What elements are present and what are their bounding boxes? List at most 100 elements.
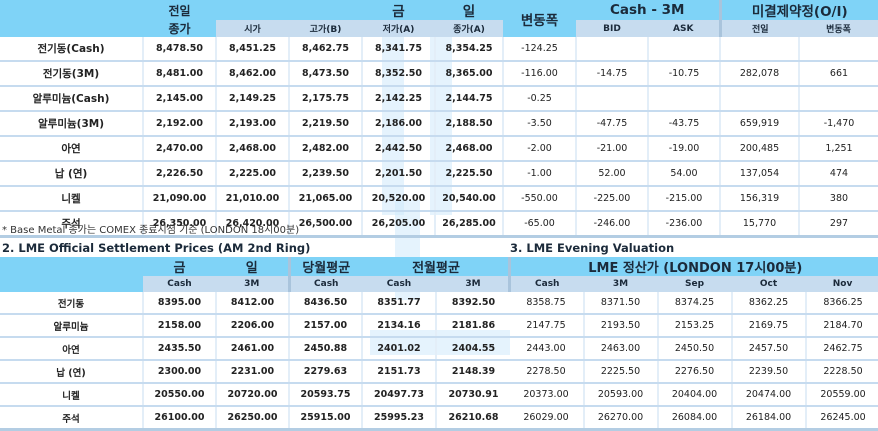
open-cell: 2,193.00	[216, 111, 289, 136]
eval-cash-cell: 20373.00	[510, 383, 584, 406]
header-cash: Cash	[143, 276, 216, 292]
month-avg-cash-cell: 20593.75	[289, 383, 362, 406]
eval-sep-cell: 2153.25	[658, 314, 732, 337]
header-3m: 3M	[216, 276, 289, 292]
today-cash-cell: 20550.00	[143, 383, 216, 406]
header-open: 시가	[216, 20, 289, 37]
close-cell: 26,285.00	[435, 211, 503, 237]
eval-sep-cell: 2450.50	[658, 337, 732, 360]
header-close: 종가(A)	[435, 20, 503, 37]
metal-name: 알루미늄(3M)	[0, 111, 143, 136]
eval-oct-cell: 8362.25	[732, 292, 806, 314]
bid-cell: -21.00	[576, 136, 648, 161]
high-cell: 2,219.50	[289, 111, 362, 136]
eval-nov-cell: 2462.75	[806, 337, 878, 360]
open-cell: 2,225.00	[216, 161, 289, 186]
eval-cash-cell: 8358.75	[510, 292, 584, 314]
header-blank	[0, 0, 143, 37]
header-oi-prev: 전일	[720, 20, 799, 37]
header-bid: BID	[576, 20, 648, 37]
metal-name: 니켈	[0, 383, 143, 406]
today-3m-cell: 26250.00	[216, 406, 289, 430]
close-cell: 2,144.75	[435, 86, 503, 111]
eval-oct-cell: 20474.00	[732, 383, 806, 406]
oi-change-cell: 297	[799, 211, 878, 237]
prev-month-3m-cell: 20730.91	[436, 383, 510, 406]
oi-prev-cell: 156,319	[720, 186, 799, 211]
month-avg-cash-cell: 25915.00	[289, 406, 362, 430]
eval-3m-cell: 2193.50	[584, 314, 658, 337]
bid-cell: -225.00	[576, 186, 648, 211]
eval-cash-cell: 2278.50	[510, 360, 584, 383]
oi-change-cell: 661	[799, 61, 878, 86]
bid-cell	[576, 86, 648, 111]
metal-name: 니켈	[0, 186, 143, 211]
prev-month-3m-cell: 26210.68	[436, 406, 510, 430]
eval-nov-cell: 20559.00	[806, 383, 878, 406]
header-cash: Cash	[289, 276, 362, 292]
metal-name: 납 (연)	[0, 161, 143, 186]
oi-prev-cell: 200,485	[720, 136, 799, 161]
today-3m-cell: 20720.00	[216, 383, 289, 406]
metal-name: 납 (연)	[0, 360, 143, 383]
header-change: 변동폭	[503, 0, 576, 37]
month-avg-cash-cell: 2279.63	[289, 360, 362, 383]
change-cell: -0.25	[503, 86, 576, 111]
eval-nov-cell: 26245.00	[806, 406, 878, 430]
header-today-b: 일	[435, 0, 503, 20]
prev-month-3m-cell: 2148.39	[436, 360, 510, 383]
prev-month-cash-cell: 20497.73	[362, 383, 436, 406]
low-cell: 2,186.00	[362, 111, 435, 136]
today-3m-cell: 8412.00	[216, 292, 289, 314]
oi-change-cell: 474	[799, 161, 878, 186]
section3-title: 3. LME Evening Valuation	[510, 241, 674, 255]
metal-name: 알루미늄(Cash)	[0, 86, 143, 111]
eval-sep-cell: 26084.00	[658, 406, 732, 430]
close-cell: 2,225.50	[435, 161, 503, 186]
oi-change-cell: 1,251	[799, 136, 878, 161]
bid-cell: -47.75	[576, 111, 648, 136]
eval-sep-cell: 20404.00	[658, 383, 732, 406]
header-today-a: 금	[362, 0, 435, 20]
prev-close-cell: 2,145.00	[143, 86, 216, 111]
footnote: * Base Metal 종가는 COMEX 종료시점 기준 (LONDON 1…	[2, 221, 299, 236]
month-avg-cash-cell: 2157.00	[289, 314, 362, 337]
metal-name: 아연	[0, 337, 143, 360]
today-cash-cell: 26100.00	[143, 406, 216, 430]
prev-close-cell: 2,192.00	[143, 111, 216, 136]
metal-name: 알루미늄	[0, 314, 143, 337]
change-cell: -116.00	[503, 61, 576, 86]
header-month-avg: 당월평균	[289, 257, 362, 276]
prev-month-3m-cell: 2181.86	[436, 314, 510, 337]
lme-daily-price-table: 전일 금 일 변동폭 Cash - 3M 미결제약정(O/I) 종가 시가 고가…	[0, 0, 878, 238]
eval-3m-cell: 2463.00	[584, 337, 658, 360]
bid-cell: -14.75	[576, 61, 648, 86]
change-cell: -550.00	[503, 186, 576, 211]
eval-3m-cell: 2225.50	[584, 360, 658, 383]
header-spacer	[216, 0, 362, 20]
eval-3m-cell: 8371.50	[584, 292, 658, 314]
low-cell: 2,142.25	[362, 86, 435, 111]
metal-name: 전기동	[0, 292, 143, 314]
close-cell: 8,354.25	[435, 37, 503, 61]
high-cell: 2,482.00	[289, 136, 362, 161]
prev-month-cash-cell: 2134.16	[362, 314, 436, 337]
change-cell: -124.25	[503, 37, 576, 61]
header-low: 저가(A)	[362, 20, 435, 37]
eval-nov-cell: 2228.50	[806, 360, 878, 383]
prev-month-3m-cell: 8392.50	[436, 292, 510, 314]
prev-month-cash-cell: 2401.02	[362, 337, 436, 360]
oi-change-cell	[799, 37, 878, 61]
metal-name: 전기동(Cash)	[0, 37, 143, 61]
header-spread: Cash - 3M	[576, 0, 720, 20]
